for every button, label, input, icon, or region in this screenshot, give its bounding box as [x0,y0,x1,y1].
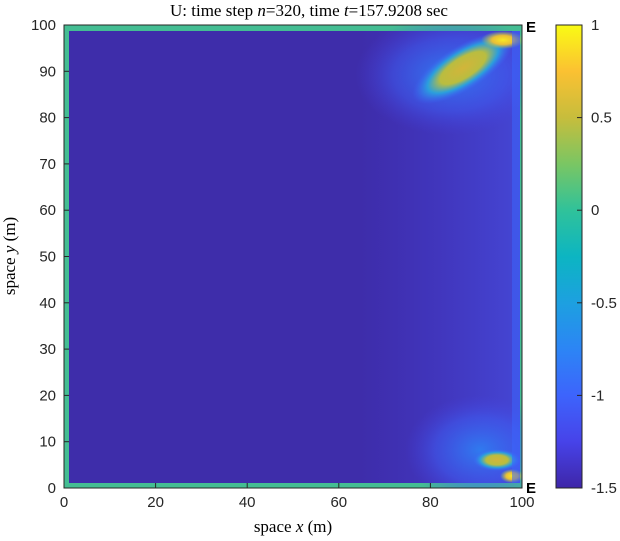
y-tick-label: 0 [48,480,56,497]
edge-marker-top: E [526,19,536,36]
chart-title: U: time step n=320, time t=157.9208 sec [170,1,448,20]
colorbar-tick-label: 1 [591,17,599,34]
colorbar-tick-label: 0 [591,202,599,219]
x-tick-label: 100 [509,494,534,511]
x-tick-label: 0 [60,494,68,511]
hotspot-bottom [473,449,521,471]
x-tick-label: 40 [239,494,256,511]
hotspot-top [412,32,514,104]
y-tick-label: 90 [39,63,56,80]
y-tick-label: 40 [39,295,56,312]
x-axis-label: space x (m) [254,517,332,536]
colorbar-tick-label: -1.5 [591,480,617,497]
colorbar-tick-label: -0.5 [591,295,617,312]
y-tick-label: 70 [39,156,56,173]
x-tick-label: 60 [330,494,347,511]
x-tick-label: 80 [422,494,439,511]
colorbar-ticks: 1 0.5 0 -0.5 -1 -1.5 [577,17,617,497]
x-tick-label: 20 [147,494,164,511]
y-axis: 0 10 20 30 40 50 60 70 80 90 100 [31,17,69,497]
edge-marker-bottom: E [526,480,536,497]
y-tick-label: 50 [39,249,56,266]
x-axis: 0 20 40 60 80 100 [60,483,535,511]
y-tick-label: 80 [39,110,56,127]
colorbar-tick-label: 0.5 [591,110,612,127]
colorbar-tick-label: -1 [591,387,604,404]
heatmap-field [64,25,522,488]
y-tick-label: 10 [39,434,56,451]
colorbar [555,24,583,489]
y-tick-label: 100 [31,17,56,34]
y-axis-label: space y (m) [0,217,19,295]
y-tick-label: 20 [39,387,56,404]
y-tick-label: 30 [39,341,56,358]
y-tick-label: 60 [39,202,56,219]
